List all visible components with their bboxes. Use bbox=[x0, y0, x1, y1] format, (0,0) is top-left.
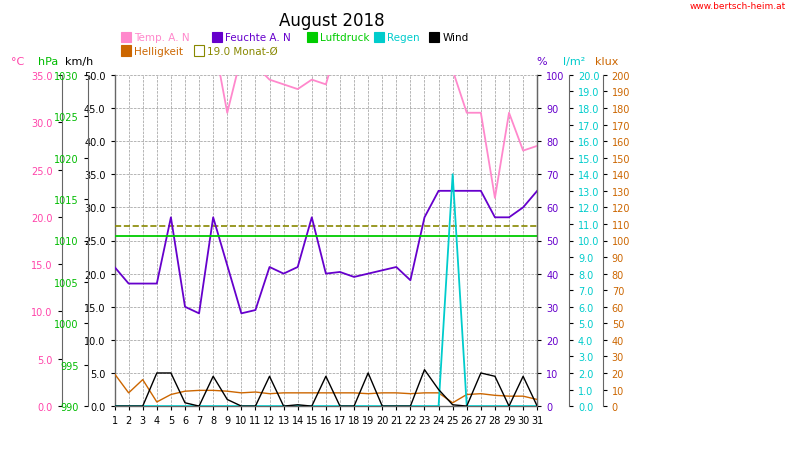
Text: hPa: hPa bbox=[38, 56, 58, 67]
Text: August 2018: August 2018 bbox=[279, 11, 385, 29]
Text: www.bertsch-heim.at: www.bertsch-heim.at bbox=[690, 2, 786, 11]
Text: %: % bbox=[536, 56, 547, 67]
Text: Regen: Regen bbox=[387, 33, 419, 43]
Text: Feuchte A. N: Feuchte A. N bbox=[225, 33, 291, 43]
Text: 19.0 Monat-Ø: 19.0 Monat-Ø bbox=[207, 46, 278, 56]
Text: Luftdruck: Luftdruck bbox=[320, 33, 370, 43]
Text: °C: °C bbox=[11, 56, 24, 67]
Text: klux: klux bbox=[595, 56, 619, 67]
Text: Temp. A. N: Temp. A. N bbox=[134, 33, 190, 43]
Text: Wind: Wind bbox=[442, 33, 468, 43]
Text: km/h: km/h bbox=[65, 56, 93, 67]
Text: l/m²: l/m² bbox=[563, 56, 585, 67]
Text: Helligkeit: Helligkeit bbox=[134, 46, 183, 56]
